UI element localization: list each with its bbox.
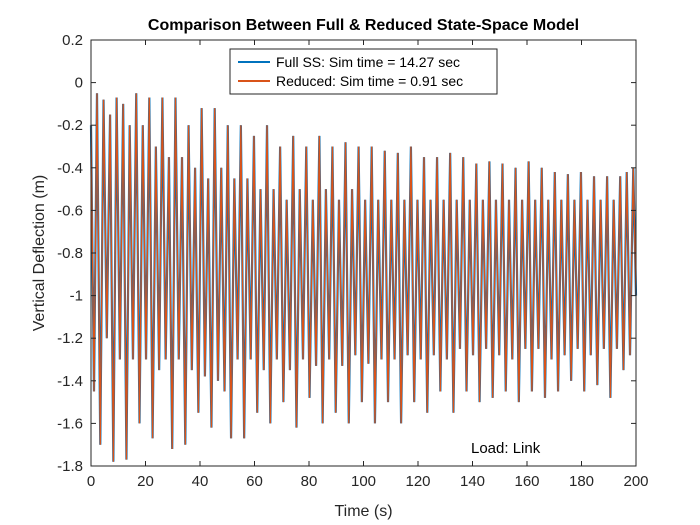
y-tick-label: 0 bbox=[75, 75, 83, 92]
x-tick-label: 160 bbox=[514, 473, 539, 490]
y-tick-label: -0.2 bbox=[57, 117, 83, 134]
x-tick-label: 60 bbox=[246, 473, 263, 490]
y-tick-label: -1.6 bbox=[57, 415, 83, 432]
y-tick-label: -0.6 bbox=[57, 202, 83, 219]
x-tick-label: 180 bbox=[569, 473, 594, 490]
legend-box bbox=[229, 48, 498, 95]
y-tick-label: -1.4 bbox=[57, 373, 83, 390]
x-tick-label: 200 bbox=[623, 473, 648, 490]
x-tick-label: 20 bbox=[137, 473, 154, 490]
x-axis-label: Time (s) bbox=[334, 503, 392, 520]
x-tick-label: 40 bbox=[192, 473, 209, 490]
legend: Full SS: Sim time = 14.27 sec Reduced: S… bbox=[229, 48, 498, 95]
y-tick-label: -0.4 bbox=[57, 160, 83, 177]
y-tick-label: -1.2 bbox=[57, 330, 83, 347]
y-tick-label: -1.8 bbox=[57, 458, 83, 475]
x-tick-label: 80 bbox=[301, 473, 318, 490]
x-tick-label: 0 bbox=[87, 473, 95, 490]
load-annotation: Load: Link bbox=[471, 440, 541, 457]
x-tick-label: 120 bbox=[405, 473, 430, 490]
y-tick-label: 0.2 bbox=[62, 32, 83, 49]
y-axis-label: Vertical Deflection (m) bbox=[31, 175, 48, 332]
legend-entry-reduced: Reduced: Sim time = 0.91 sec bbox=[276, 73, 463, 89]
series-layer bbox=[89, 93, 638, 462]
chart-title: Comparison Between Full & Reduced State-… bbox=[148, 17, 579, 34]
y-tick-label: -1 bbox=[70, 288, 83, 305]
x-tick-label: 100 bbox=[351, 473, 376, 490]
legend-entry-full: Full SS: Sim time = 14.27 sec bbox=[276, 54, 460, 70]
ticks-layer: 0 20 40 60 80 100 120 140 160 180 200 0.2 0 -0.2 -0.4 -… bbox=[57, 32, 648, 490]
x-tick-label: 140 bbox=[460, 473, 485, 490]
series-line-reduced bbox=[90, 93, 637, 462]
y-tick-label: -0.8 bbox=[57, 245, 83, 262]
